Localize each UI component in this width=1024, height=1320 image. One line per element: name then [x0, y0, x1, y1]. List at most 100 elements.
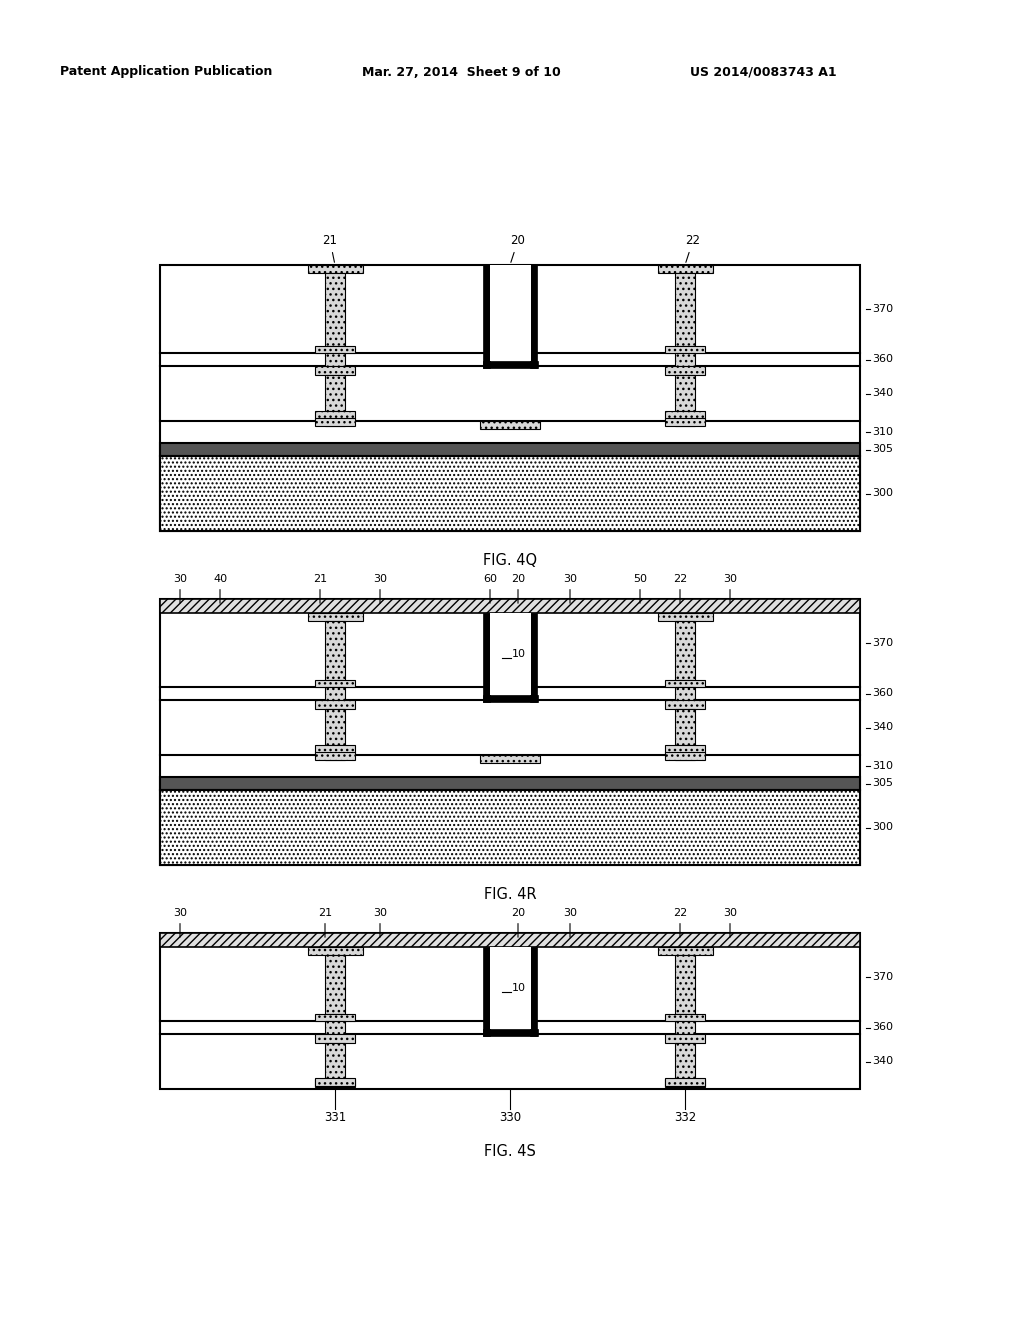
Text: 331: 331 — [324, 1111, 346, 1125]
Bar — [483, 360, 538, 368]
Bar — [325, 1043, 345, 1078]
Text: 360: 360 — [872, 689, 893, 698]
Bar — [160, 444, 860, 455]
Bar — [480, 755, 540, 763]
Bar — [160, 933, 860, 946]
Bar — [658, 265, 713, 273]
Text: 10: 10 — [512, 649, 526, 659]
Text: 30: 30 — [173, 574, 187, 603]
Bar — [665, 411, 705, 418]
Text: 20: 20 — [511, 234, 525, 263]
Bar — [665, 680, 705, 686]
Bar — [315, 1078, 355, 1086]
Bar — [160, 789, 860, 865]
Text: 340: 340 — [872, 388, 893, 399]
Text: FIG. 4S: FIG. 4S — [484, 1144, 536, 1159]
Bar — [315, 752, 355, 760]
Bar — [665, 1078, 705, 1086]
Bar — [160, 777, 860, 789]
Bar — [325, 752, 345, 760]
Bar — [160, 265, 860, 531]
Text: 340: 340 — [872, 1056, 893, 1067]
Text: 22: 22 — [685, 234, 700, 263]
Bar — [665, 752, 705, 760]
Text: 310: 310 — [872, 426, 893, 437]
Bar — [675, 709, 695, 744]
Text: 10: 10 — [512, 983, 526, 993]
Text: 340: 340 — [872, 722, 893, 733]
Bar — [530, 265, 537, 368]
Bar — [665, 418, 705, 426]
Text: FIG. 4Q: FIG. 4Q — [483, 553, 537, 568]
Bar — [665, 744, 705, 752]
Bar — [160, 599, 860, 865]
Bar — [315, 1014, 355, 1020]
Text: 30: 30 — [373, 908, 387, 937]
Bar — [325, 1020, 345, 1034]
Text: 300: 300 — [872, 822, 893, 833]
Text: 305: 305 — [872, 779, 893, 788]
Bar — [658, 946, 713, 954]
Text: Patent Application Publication: Patent Application Publication — [60, 66, 272, 78]
Bar — [530, 946, 537, 1036]
Bar — [530, 612, 537, 702]
Text: FIG. 4R: FIG. 4R — [483, 887, 537, 902]
Text: 370: 370 — [872, 972, 893, 982]
Text: 40: 40 — [213, 574, 227, 603]
Bar — [665, 700, 705, 709]
Bar — [675, 954, 695, 1014]
Bar — [665, 1078, 705, 1086]
Text: 30: 30 — [563, 908, 577, 937]
Bar — [490, 946, 531, 1030]
Bar — [325, 620, 345, 680]
Bar — [480, 421, 540, 429]
Bar — [325, 352, 345, 366]
Text: 330: 330 — [499, 1111, 521, 1125]
Text: 332: 332 — [674, 1111, 696, 1125]
Text: Mar. 27, 2014  Sheet 9 of 10: Mar. 27, 2014 Sheet 9 of 10 — [362, 66, 561, 78]
Bar — [675, 686, 695, 700]
Bar — [675, 752, 695, 760]
Bar — [675, 418, 695, 426]
Text: 30: 30 — [173, 908, 187, 937]
Bar — [315, 680, 355, 686]
Text: 22: 22 — [673, 574, 687, 603]
Bar — [665, 1034, 705, 1043]
Bar — [483, 265, 490, 368]
Text: 370: 370 — [872, 304, 893, 314]
Text: 305: 305 — [872, 445, 893, 454]
Bar — [315, 1034, 355, 1043]
Bar — [315, 1078, 355, 1086]
Bar — [315, 700, 355, 709]
Bar — [160, 599, 860, 612]
Bar — [483, 696, 538, 702]
Bar — [308, 612, 362, 620]
Bar — [665, 1014, 705, 1020]
Bar — [315, 744, 355, 752]
Text: 50: 50 — [633, 574, 647, 603]
Bar — [483, 612, 490, 702]
Bar — [315, 346, 355, 352]
Bar — [665, 346, 705, 352]
Bar — [325, 273, 345, 346]
Text: 21: 21 — [317, 908, 332, 937]
Bar — [325, 709, 345, 744]
Bar — [483, 946, 490, 1036]
Bar — [160, 455, 860, 531]
Text: 22: 22 — [673, 908, 687, 937]
Bar — [658, 612, 713, 620]
Text: 30: 30 — [563, 574, 577, 603]
Bar — [675, 620, 695, 680]
Bar — [490, 612, 531, 696]
Text: 30: 30 — [373, 574, 387, 603]
Bar — [675, 273, 695, 346]
Bar — [675, 375, 695, 411]
Bar — [325, 954, 345, 1014]
Bar — [675, 1020, 695, 1034]
Text: 360: 360 — [872, 1023, 893, 1032]
Bar — [315, 366, 355, 375]
Bar — [483, 1030, 538, 1036]
Text: 360: 360 — [872, 355, 893, 364]
Text: 310: 310 — [872, 762, 893, 771]
Bar — [675, 352, 695, 366]
